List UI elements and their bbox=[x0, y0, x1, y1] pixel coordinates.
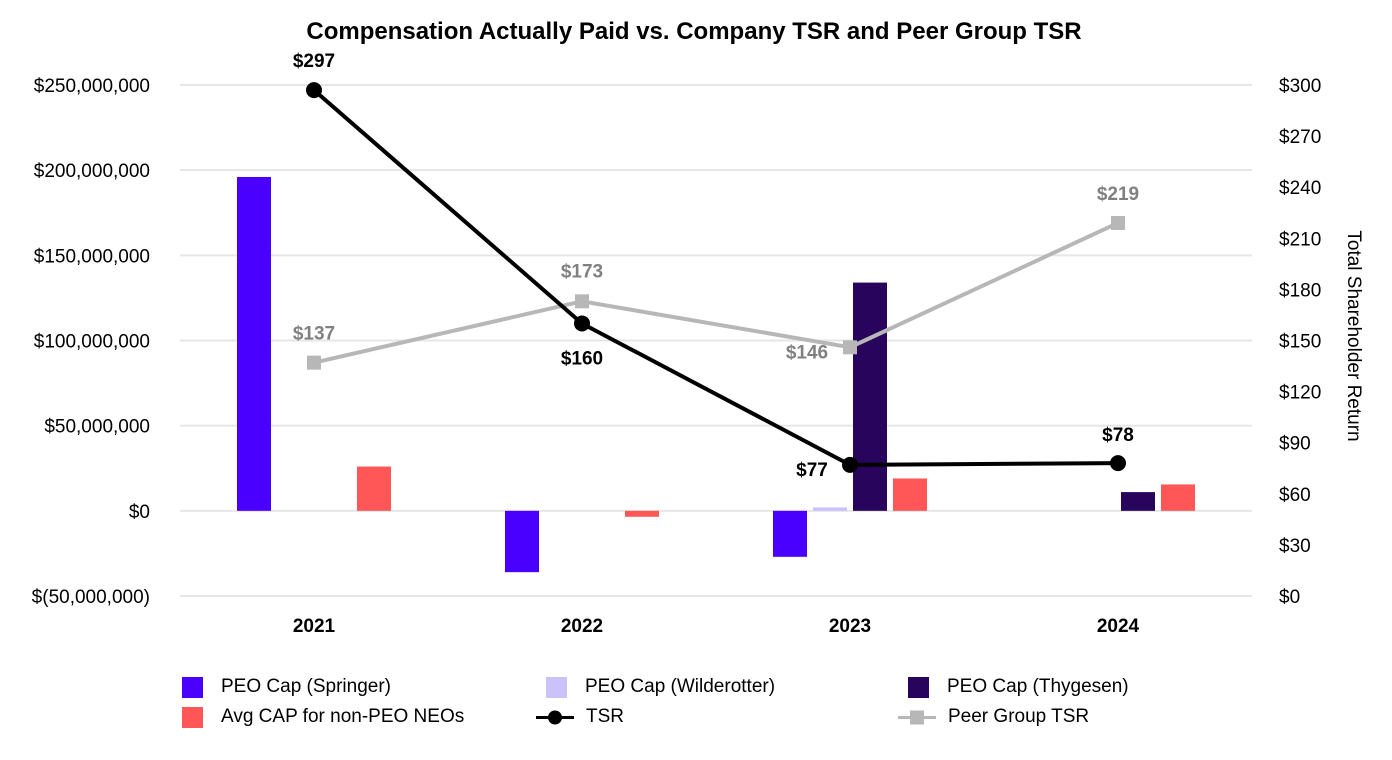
x-tick-label: 2024 bbox=[1097, 616, 1140, 637]
bar bbox=[813, 507, 847, 511]
left-tick-label: $150,000,000 bbox=[34, 246, 150, 267]
legend-label: PEO Cap (Springer) bbox=[221, 676, 392, 697]
bar bbox=[893, 478, 927, 511]
bar bbox=[1161, 484, 1195, 511]
legend-label: PEO Cap (Thygesen) bbox=[947, 676, 1129, 697]
legend-swatch bbox=[908, 676, 929, 698]
bar bbox=[505, 510, 539, 573]
right-tick-label: $60 bbox=[1279, 485, 1311, 506]
x-tick-label: 2023 bbox=[829, 616, 871, 637]
left-axis-ticks: $250,000,000 $200,000,000 $150,000,000 $100… bbox=[32, 76, 150, 608]
point bbox=[842, 456, 858, 473]
right-tick-label: $120 bbox=[1279, 383, 1321, 404]
legend-item-avg-cap: Avg CAP for non-PEO NEOs bbox=[182, 702, 464, 732]
bars bbox=[237, 176, 1195, 573]
left-tick-label: $50,000,000 bbox=[44, 417, 150, 438]
series-line bbox=[312, 88, 1119, 467]
right-tick-label: $240 bbox=[1279, 178, 1321, 199]
peer-tsr-data-label: $146 bbox=[786, 342, 828, 363]
left-tick-label: $250,000,000 bbox=[34, 76, 150, 97]
legend-swatch bbox=[182, 706, 203, 728]
bar bbox=[773, 510, 807, 557]
legend: PEO Cap (Springer) PEO Cap (Wilderotter)… bbox=[182, 672, 1362, 742]
tsr-data-label: $160 bbox=[561, 348, 603, 369]
right-tick-label: $180 bbox=[1279, 280, 1321, 301]
right-axis-title: Total Shareholder Return bbox=[1343, 230, 1364, 441]
legend-item-springer: PEO Cap (Springer) bbox=[182, 672, 391, 702]
legend-item-thygesen: PEO Cap (Thygesen) bbox=[908, 672, 1129, 702]
left-tick-label: $(50,000,000) bbox=[32, 587, 150, 608]
legend-item-wilderotter: PEO Cap (Wilderotter) bbox=[546, 672, 775, 702]
point bbox=[574, 315, 590, 332]
point bbox=[306, 82, 322, 99]
data-labels: $297 $160 $77 $78 $137 $173 $146 $219 bbox=[293, 51, 1139, 481]
point bbox=[1111, 215, 1125, 230]
right-tick-label: $150 bbox=[1279, 332, 1321, 353]
legend-label: Avg CAP for non-PEO NEOs bbox=[221, 706, 465, 727]
legend-label: PEO Cap (Wilderotter) bbox=[585, 676, 776, 697]
right-tick-label: $30 bbox=[1279, 536, 1311, 557]
bar bbox=[357, 466, 391, 511]
peer-tsr-data-label: $137 bbox=[293, 324, 335, 345]
legend-item-tsr: TSR bbox=[536, 702, 624, 732]
series-line bbox=[313, 221, 1119, 365]
bar bbox=[853, 282, 887, 511]
right-tick-label: $270 bbox=[1279, 127, 1321, 148]
right-tick-label: $90 bbox=[1279, 434, 1311, 455]
tsr-data-label: $77 bbox=[796, 460, 828, 481]
left-tick-label: $100,000,000 bbox=[34, 332, 150, 353]
tsr-data-label: $78 bbox=[1102, 425, 1134, 446]
point bbox=[1110, 455, 1126, 472]
right-tick-label: $210 bbox=[1279, 229, 1321, 250]
left-tick-label: $200,000,000 bbox=[34, 161, 150, 182]
right-axis-ticks: $300 $270 $240 $210 $180 $150 $120 $90 $60 $30 $0 bbox=[1279, 76, 1321, 608]
legend-label: TSR bbox=[586, 706, 624, 727]
peer-tsr-data-label: $173 bbox=[561, 261, 603, 282]
right-tick-label: $0 bbox=[1279, 587, 1300, 608]
legend-swatch bbox=[546, 676, 567, 698]
gridlines bbox=[180, 84, 1252, 597]
bar bbox=[237, 176, 271, 511]
legend-swatch bbox=[182, 676, 203, 698]
right-tick-label: $300 bbox=[1279, 76, 1321, 97]
bar bbox=[625, 510, 659, 517]
legend-item-peer-tsr: Peer Group TSR bbox=[898, 702, 1090, 732]
peer-tsr-data-label: $219 bbox=[1097, 184, 1139, 205]
chart-title: Compensation Actually Paid vs. Company T… bbox=[306, 18, 1081, 45]
point bbox=[843, 340, 857, 355]
x-axis-ticks: 2021 2022 2023 2024 bbox=[293, 616, 1140, 637]
point bbox=[575, 294, 589, 309]
x-tick-label: 2022 bbox=[561, 616, 603, 637]
bar bbox=[1121, 492, 1155, 511]
point bbox=[307, 355, 321, 370]
tsr-data-label: $297 bbox=[293, 51, 335, 72]
x-tick-label: 2021 bbox=[293, 616, 336, 637]
left-tick-label: $0 bbox=[129, 502, 150, 523]
legend-label: Peer Group TSR bbox=[948, 706, 1090, 727]
lines bbox=[306, 82, 1126, 473]
legend-line-square-icon bbox=[898, 710, 936, 724]
legend-line-circle-icon bbox=[536, 710, 574, 724]
